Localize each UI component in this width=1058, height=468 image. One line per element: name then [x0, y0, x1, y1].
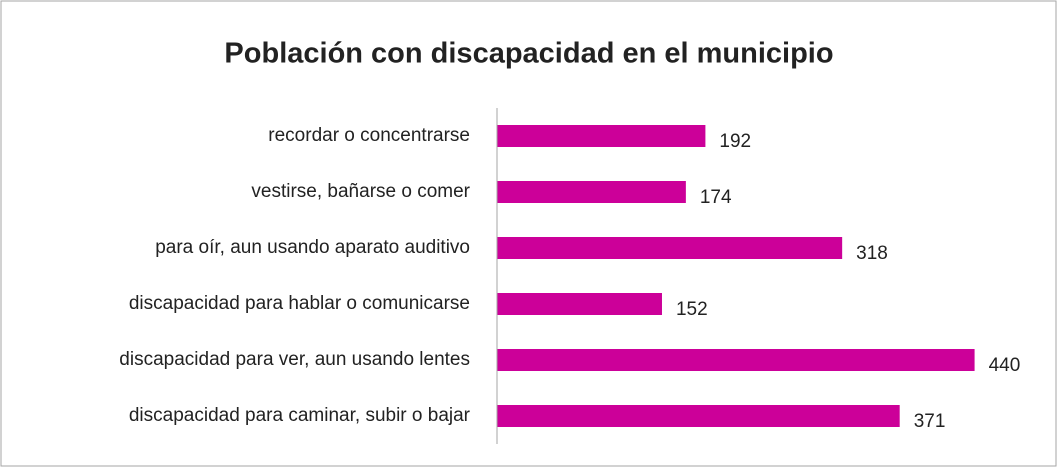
data-label: 192	[719, 131, 751, 152]
data-label: 371	[914, 411, 946, 432]
bar	[497, 181, 686, 203]
y-tick-label: vestirse, bañarse o comer	[251, 181, 470, 202]
y-tick-label: recordar o concentrarse	[268, 125, 470, 146]
data-label: 318	[856, 243, 888, 264]
y-tick-label: discapacidad para caminar, subir o bajar	[129, 405, 471, 426]
y-tick-label: para oír, aun usando aparato auditivo	[155, 237, 470, 258]
chart-title: Población con discapacidad en el municip…	[224, 38, 833, 70]
data-label: 174	[700, 187, 732, 208]
y-tick-label: discapacidad para ver, aun usando lentes	[119, 349, 470, 370]
y-tick-label: discapacidad para hablar o comunicarse	[129, 293, 470, 314]
bar	[497, 125, 706, 147]
bar	[497, 237, 843, 259]
data-label: 440	[989, 355, 1021, 376]
bar	[497, 405, 900, 427]
data-label: 152	[676, 299, 708, 320]
bar	[497, 293, 662, 315]
bar	[497, 349, 975, 371]
